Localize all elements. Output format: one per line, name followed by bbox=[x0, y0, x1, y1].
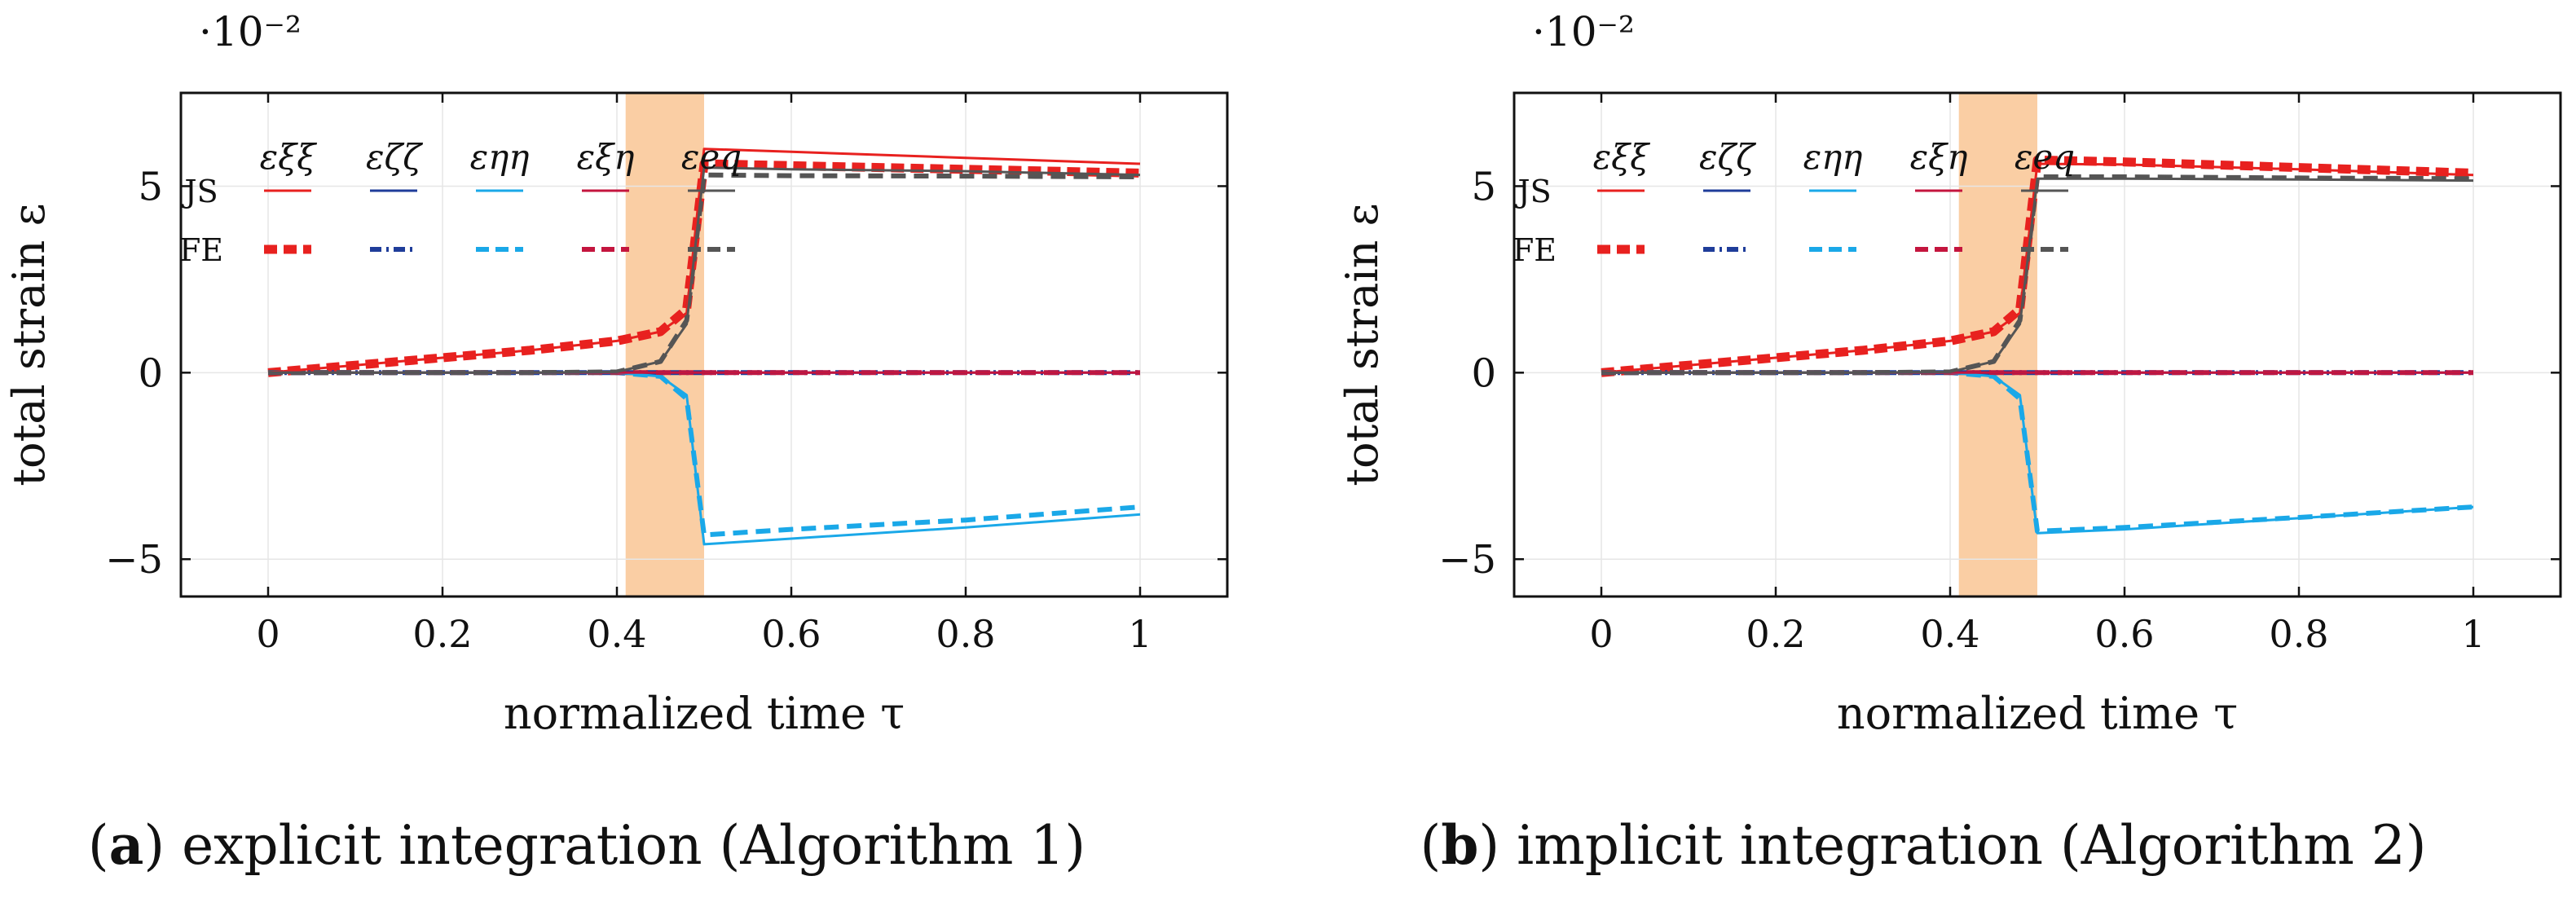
plot-lines bbox=[1601, 155, 2474, 535]
x-tick-label: 0.6 bbox=[761, 612, 821, 656]
x-axis-label: normalized time τ bbox=[504, 688, 905, 739]
x-tick-label: 0.6 bbox=[2094, 612, 2154, 656]
axes-frame bbox=[179, 91, 1229, 598]
shaded-interval bbox=[625, 93, 704, 596]
plot-lines bbox=[267, 147, 1141, 546]
caption-a-text: explicit integration (Algorithm 1) bbox=[165, 814, 1085, 877]
legend-header: εeq bbox=[681, 137, 742, 177]
caption-b: (b) implicit integration (Algorithm 2) bbox=[1420, 813, 2426, 877]
y-tick-label: 0 bbox=[1471, 350, 1496, 396]
y-tick-label: −5 bbox=[105, 537, 163, 583]
x-tick-label: 0.8 bbox=[2269, 612, 2328, 656]
scale-factor-label: ·10⁻² bbox=[1532, 8, 1635, 55]
legend-row-label: JS bbox=[1514, 174, 1551, 209]
legend-header: εeq bbox=[2015, 137, 2075, 177]
y-tick-label: 5 bbox=[1471, 164, 1496, 209]
caption-a: (a) explicit integration (Algorithm 1) bbox=[88, 813, 1085, 877]
caption-b-label: b bbox=[1441, 813, 1478, 877]
caption-b-text: implicit integration (Algorithm 2) bbox=[1499, 814, 2426, 877]
y-axis-label: total strain ε bbox=[1336, 203, 1388, 486]
scale-factor-label: ·10⁻² bbox=[199, 8, 302, 55]
legend-header: εξη bbox=[1910, 137, 1968, 177]
x-tick-label: 0.4 bbox=[587, 612, 646, 656]
y-tick-label: 5 bbox=[138, 164, 163, 209]
shaded-interval bbox=[1958, 93, 2037, 596]
x-tick-label: 0 bbox=[1589, 612, 1613, 656]
series-line-js-5 bbox=[1601, 162, 2474, 374]
series-line-js-9 bbox=[268, 166, 1141, 374]
legend-header: εηη bbox=[470, 137, 530, 177]
legend-header: εξξ bbox=[260, 137, 318, 177]
series-line-js-9 bbox=[1601, 177, 2474, 374]
legend-row-label: FE bbox=[179, 232, 223, 268]
series-line-js-5 bbox=[267, 147, 1141, 374]
x-tick-label: 0.2 bbox=[1746, 612, 1805, 656]
legend-row-label: JS bbox=[181, 174, 218, 209]
y-tick-label: −5 bbox=[1438, 537, 1496, 583]
legend-row-label: FE bbox=[1513, 232, 1557, 268]
x-axis-label: normalized time τ bbox=[1837, 688, 2238, 739]
panel-b: 0 0.2 0.4 0.6 0.8 1 −5 0 5 normalized time τ total… bbox=[1336, 8, 2562, 739]
caption-a-label: a bbox=[109, 813, 144, 877]
x-tick-label: 0.2 bbox=[412, 612, 472, 656]
legend-header: εξη bbox=[577, 137, 635, 177]
x-tick-label: 0 bbox=[256, 612, 280, 656]
legend-header: εξξ bbox=[1593, 137, 1651, 177]
legend-header: εζζ bbox=[1699, 137, 1756, 177]
x-tick-label: 1 bbox=[1128, 612, 1151, 656]
axes-frame bbox=[1513, 91, 2562, 598]
legend-header: εζζ bbox=[366, 137, 423, 177]
x-tick-label: 0.4 bbox=[1920, 612, 1979, 656]
y-tick-label: 0 bbox=[138, 350, 163, 396]
panel-a: 0 0.2 0.4 0.6 0.8 1 −5 0 5 normalized time τ total… bbox=[3, 8, 1229, 739]
x-tick-label: 0.8 bbox=[936, 612, 995, 656]
legend-header: εηη bbox=[1803, 137, 1863, 177]
x-tick-label: 1 bbox=[2461, 612, 2485, 656]
y-axis-label: total strain ε bbox=[3, 203, 55, 486]
